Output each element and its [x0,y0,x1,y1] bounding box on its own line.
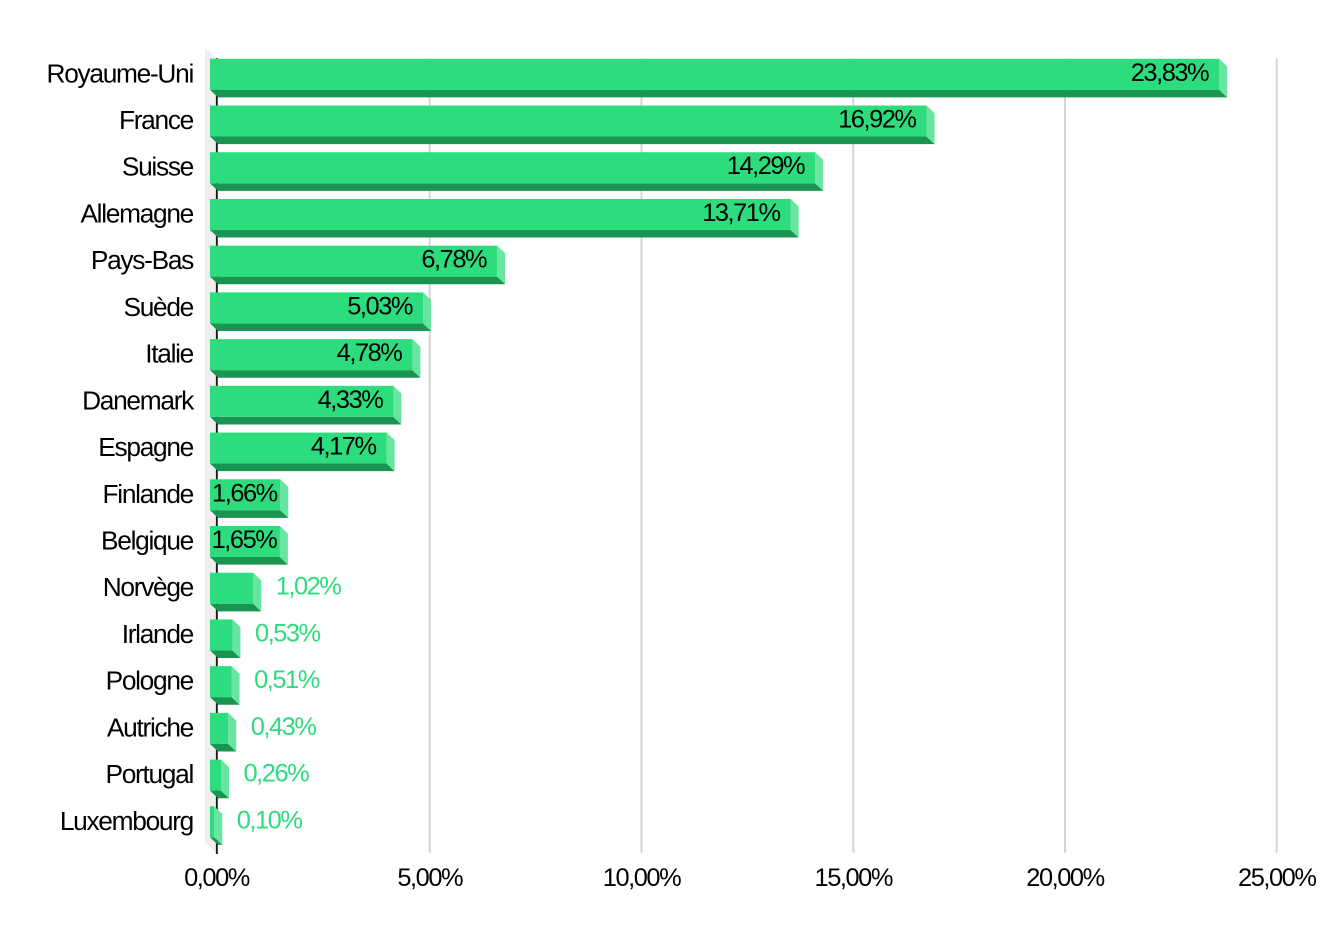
svg-text:Espagne: Espagne [98,432,193,462]
svg-text:0,53%: 0,53% [255,619,321,647]
svg-text:16,92%: 16,92% [838,106,916,134]
svg-text:0,00%: 0,00% [184,864,250,892]
svg-text:14,29%: 14,29% [727,152,805,180]
svg-text:20,00%: 20,00% [1026,864,1104,892]
svg-text:Norvège: Norvège [103,572,194,602]
svg-text:Autriche: Autriche [107,712,194,742]
svg-text:4,78%: 4,78% [337,339,403,367]
svg-text:0,10%: 0,10% [237,806,303,834]
svg-text:0,51%: 0,51% [254,666,320,694]
svg-text:23,83%: 23,83% [1131,59,1209,87]
svg-text:Allemagne: Allemagne [80,198,193,228]
svg-text:5,03%: 5,03% [347,292,413,320]
svg-text:Suisse: Suisse [122,152,194,182]
svg-text:6,78%: 6,78% [421,246,487,274]
svg-text:13,71%: 13,71% [702,199,780,227]
svg-text:Danemark: Danemark [82,385,195,415]
svg-text:25,00%: 25,00% [1238,864,1316,892]
svg-text:Royaume-Uni: Royaume-Uni [47,58,194,88]
svg-text:1,02%: 1,02% [276,573,342,601]
svg-text:Irlande: Irlande [122,619,194,649]
svg-text:Portugal: Portugal [105,759,193,789]
svg-text:France: France [119,105,194,135]
svg-text:4,33%: 4,33% [318,386,384,414]
svg-text:4,17%: 4,17% [311,433,377,461]
svg-text:1,65%: 1,65% [212,526,278,554]
svg-text:1,66%: 1,66% [212,479,278,507]
svg-text:Luxembourg: Luxembourg [60,806,193,836]
svg-text:Pays-Bas: Pays-Bas [91,245,194,275]
svg-text:Suède: Suède [123,292,193,322]
svg-text:Finlande: Finlande [103,479,194,509]
svg-text:0,43%: 0,43% [251,713,317,741]
svg-text:15,00%: 15,00% [815,864,893,892]
svg-text:0,26%: 0,26% [244,760,310,788]
svg-text:Pologne: Pologne [106,666,194,696]
svg-text:5,00%: 5,00% [397,864,463,892]
svg-text:Italie: Italie [145,339,193,369]
svg-text:10,00%: 10,00% [603,864,681,892]
svg-text:Belgique: Belgique [101,526,194,556]
